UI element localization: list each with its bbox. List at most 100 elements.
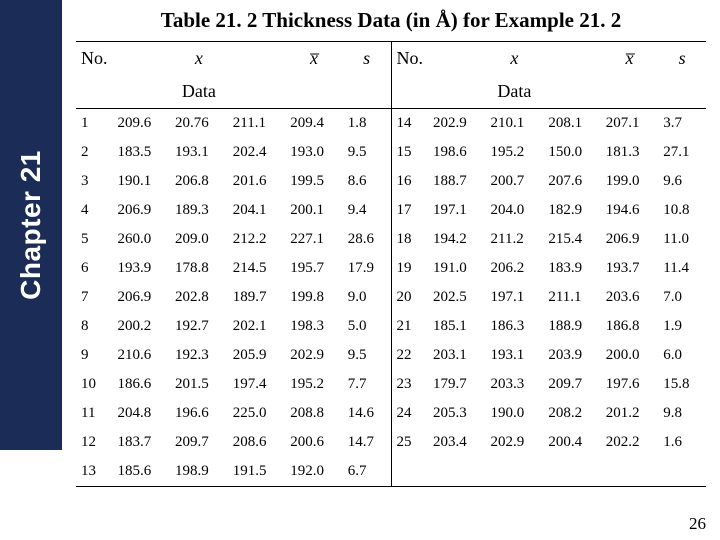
- cell: 202.9: [486, 428, 544, 457]
- thickness-table: No. x x s No. x x s Data: [76, 41, 706, 487]
- cell: 193.7: [601, 254, 658, 283]
- cell: 211.1: [543, 283, 600, 312]
- cell: 11.0: [658, 225, 706, 254]
- cell: 2: [76, 138, 113, 167]
- cell: 9.6: [658, 167, 706, 196]
- cell: 200.0: [601, 341, 658, 370]
- cell: 8.6: [343, 167, 391, 196]
- cell: 18: [391, 225, 428, 254]
- cell: 179.7: [428, 370, 485, 399]
- cell: 14: [391, 109, 428, 139]
- cell: 6: [76, 254, 113, 283]
- cell: 199.5: [285, 167, 342, 196]
- cell: 9.8: [658, 399, 706, 428]
- cell: 200.7: [486, 167, 544, 196]
- cell: 9.5: [343, 341, 391, 370]
- cell: 198.9: [170, 457, 228, 487]
- cell: 19: [391, 254, 428, 283]
- cell: 22: [391, 341, 428, 370]
- cell: 9: [76, 341, 113, 370]
- cell: 4: [76, 196, 113, 225]
- table-row: 12183.7209.7208.6200.614.725203.4202.920…: [76, 428, 706, 457]
- cell: 227.1: [285, 225, 342, 254]
- cell: 195.2: [285, 370, 342, 399]
- cell: 207.6: [543, 167, 600, 196]
- cell: 197.4: [228, 370, 285, 399]
- cell: 202.2: [601, 428, 658, 457]
- cell: 182.9: [543, 196, 600, 225]
- hdr-x-right: x: [486, 42, 544, 76]
- cell: 15: [391, 138, 428, 167]
- table-row: 13185.6198.9191.5192.06.7: [76, 457, 706, 487]
- cell: 200.1: [285, 196, 342, 225]
- cell: 1.8: [343, 109, 391, 139]
- cell: 200.2: [113, 312, 170, 341]
- cell: 202.8: [170, 283, 228, 312]
- chapter-sidebar: Chapter 21: [0, 0, 62, 450]
- cell: 206.9: [113, 283, 170, 312]
- cell: 209.4: [285, 109, 342, 139]
- table-row: 2183.5193.1202.4193.09.515198.6195.2150.…: [76, 138, 706, 167]
- cell: 21: [391, 312, 428, 341]
- cell: 205.3: [428, 399, 485, 428]
- cell: 190.1: [113, 167, 170, 196]
- cell: 214.5: [228, 254, 285, 283]
- cell: 204.1: [228, 196, 285, 225]
- table-row: 3190.1206.8201.6199.58.616188.7200.7207.…: [76, 167, 706, 196]
- cell: 197.6: [601, 370, 658, 399]
- hdr-no-left: No.: [76, 42, 113, 76]
- cell: 10.8: [658, 196, 706, 225]
- cell: 209.7: [543, 370, 600, 399]
- cell: 178.8: [170, 254, 228, 283]
- cell: 209.0: [170, 225, 228, 254]
- cell: 208.8: [285, 399, 342, 428]
- hdr-no-right: No.: [391, 42, 428, 76]
- table-row: 11204.8196.6225.0208.814.624205.3190.020…: [76, 399, 706, 428]
- cell: 202.5: [428, 283, 485, 312]
- cell: [428, 457, 485, 487]
- cell: 12: [76, 428, 113, 457]
- cell: 6.0: [658, 341, 706, 370]
- cell: 195.7: [285, 254, 342, 283]
- cell: 203.9: [543, 341, 600, 370]
- cell: 11.4: [658, 254, 706, 283]
- cell: 197.1: [428, 196, 485, 225]
- cell: 206.8: [170, 167, 228, 196]
- hdr-x-left: x: [170, 42, 228, 76]
- cell: 207.1: [601, 109, 658, 139]
- hdr-s-left: s: [343, 42, 391, 76]
- cell: 201.6: [228, 167, 285, 196]
- cell: 203.1: [428, 341, 485, 370]
- cell: 20.76: [170, 109, 228, 139]
- content-area: Table 21. 2 Thickness Data (in Å) for Ex…: [62, 0, 720, 487]
- hdr-xbar-right: x: [601, 42, 658, 76]
- cell: 189.7: [228, 283, 285, 312]
- hdr-xbar-left: x: [285, 42, 342, 76]
- cell: 5: [76, 225, 113, 254]
- cell: 6.7: [343, 457, 391, 487]
- cell: 8: [76, 312, 113, 341]
- cell: 204.0: [486, 196, 544, 225]
- table-body: 1209.620.76211.1209.41.814202.9210.1208.…: [76, 109, 706, 487]
- cell: 208.6: [228, 428, 285, 457]
- cell: 189.3: [170, 196, 228, 225]
- cell: 212.2: [228, 225, 285, 254]
- cell: [486, 457, 544, 487]
- cell: 17: [391, 196, 428, 225]
- cell: 1: [76, 109, 113, 139]
- cell: 193.0: [285, 138, 342, 167]
- chapter-label: Chapter 21: [15, 150, 47, 300]
- cell: 188.9: [543, 312, 600, 341]
- cell: 15.8: [658, 370, 706, 399]
- cell: 206.9: [113, 196, 170, 225]
- cell: 192.7: [170, 312, 228, 341]
- hdr-s-right: s: [658, 42, 706, 76]
- cell: 185.1: [428, 312, 485, 341]
- cell: 10: [76, 370, 113, 399]
- cell: [601, 457, 658, 487]
- cell: 202.9: [428, 109, 485, 139]
- cell: 194.2: [428, 225, 485, 254]
- cell: 260.0: [113, 225, 170, 254]
- cell: 7: [76, 283, 113, 312]
- page-number: 26: [689, 514, 706, 534]
